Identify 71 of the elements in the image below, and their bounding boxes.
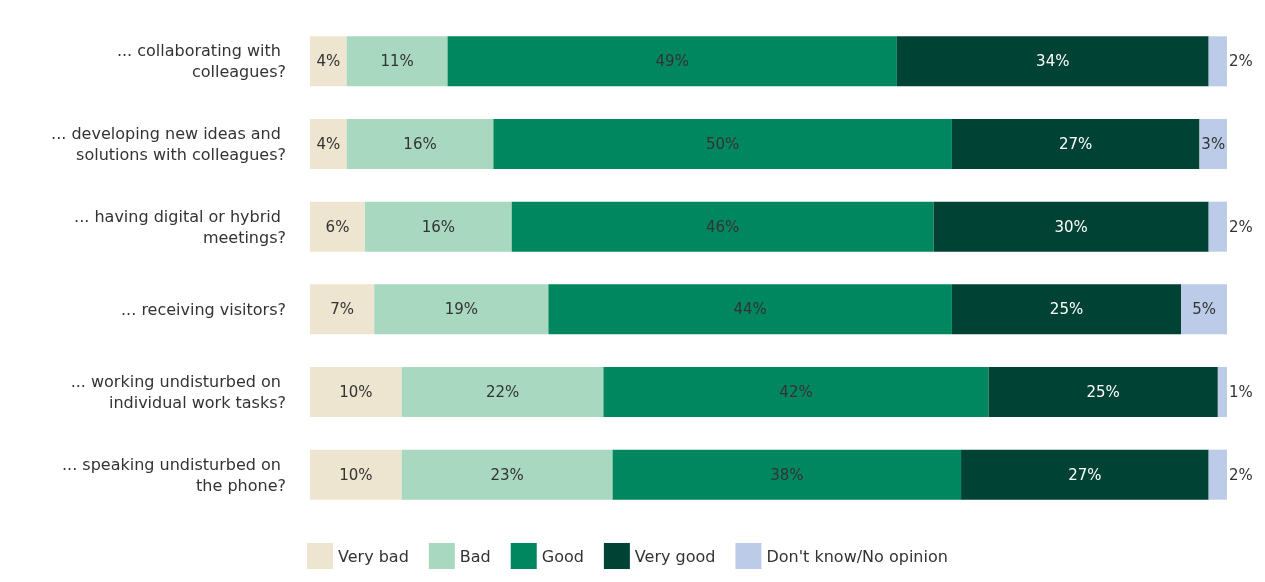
bar — [1199, 119, 1227, 169]
data-label: 3% — [1201, 135, 1226, 153]
data-label: 11% — [380, 52, 414, 71]
bar — [988, 367, 1218, 417]
bar — [961, 449, 1209, 500]
data-label: 27% — [1068, 465, 1102, 484]
bar — [310, 36, 347, 87]
legend-label: Very bad — [338, 546, 409, 566]
bar — [346, 36, 448, 87]
bar — [896, 36, 1209, 87]
data-label: 19% — [444, 300, 478, 319]
bar — [1208, 201, 1227, 252]
bar — [401, 449, 613, 500]
data-label: 27% — [1059, 135, 1093, 153]
y-tick-label: ... receiving visitors? — [121, 299, 286, 319]
data-label: 4% — [316, 52, 341, 71]
data-label: 10% — [339, 383, 373, 401]
y-tick-label: ... collaborating with colleagues? — [116, 41, 286, 82]
data-label: 2% — [1229, 217, 1253, 236]
data-label: 22% — [485, 383, 520, 401]
data-label: 25% — [1086, 383, 1120, 401]
data-label: 34% — [1036, 52, 1070, 71]
legend-label: Don't know/No opinion — [766, 546, 948, 566]
data-label: 25% — [1049, 300, 1084, 319]
bar — [951, 119, 1200, 169]
bar — [1208, 449, 1227, 500]
data-label: 46% — [705, 217, 740, 236]
y-tick-label: ... having digital or hybrid meetings? — [74, 206, 286, 247]
bar — [951, 284, 1182, 335]
data-label: 1% — [1229, 383, 1253, 401]
bar — [310, 119, 347, 169]
bar — [1181, 284, 1227, 335]
bar — [310, 201, 366, 252]
bar — [310, 284, 375, 335]
bar — [1217, 367, 1227, 417]
bar — [1208, 36, 1227, 87]
data-label: 42% — [779, 383, 813, 401]
bar — [933, 201, 1209, 252]
y-tick-label: ... developing new ideas and solutions with colleagues? — [51, 124, 286, 164]
bar — [511, 201, 934, 252]
bar — [365, 201, 512, 252]
bar — [603, 367, 989, 417]
data-label: 2% — [1229, 52, 1253, 71]
data-label: 16% — [403, 135, 437, 153]
data-label: 38% — [770, 465, 804, 484]
legend-label: Good — [541, 546, 584, 566]
data-label: 10% — [339, 465, 373, 484]
data-label: 23% — [490, 465, 524, 484]
data-label: 50% — [705, 135, 740, 153]
legend-label: Bad — [459, 546, 491, 566]
data-label: 30% — [1054, 217, 1088, 236]
data-label: 5% — [1192, 300, 1216, 319]
legend-label: Very good — [634, 546, 716, 566]
bar — [548, 284, 952, 335]
data-label: 7% — [330, 300, 354, 319]
y-tick-label: ... speaking undisturbed on the phone? — [61, 454, 286, 495]
y-tick-label: ... working undisturbed on individual work tasks? — [70, 372, 286, 412]
bar — [346, 119, 494, 169]
data-label: 49% — [655, 52, 689, 71]
data-label: 2% — [1229, 465, 1253, 484]
bar — [401, 367, 604, 417]
bar — [612, 449, 962, 500]
bar — [310, 367, 402, 417]
bar — [493, 119, 952, 169]
bar — [374, 284, 549, 335]
data-label: 16% — [421, 217, 456, 236]
bar — [447, 36, 897, 87]
bar — [310, 449, 402, 500]
data-label: 44% — [733, 300, 767, 319]
data-label: 6% — [325, 217, 350, 236]
data-label: 4% — [316, 135, 341, 153]
